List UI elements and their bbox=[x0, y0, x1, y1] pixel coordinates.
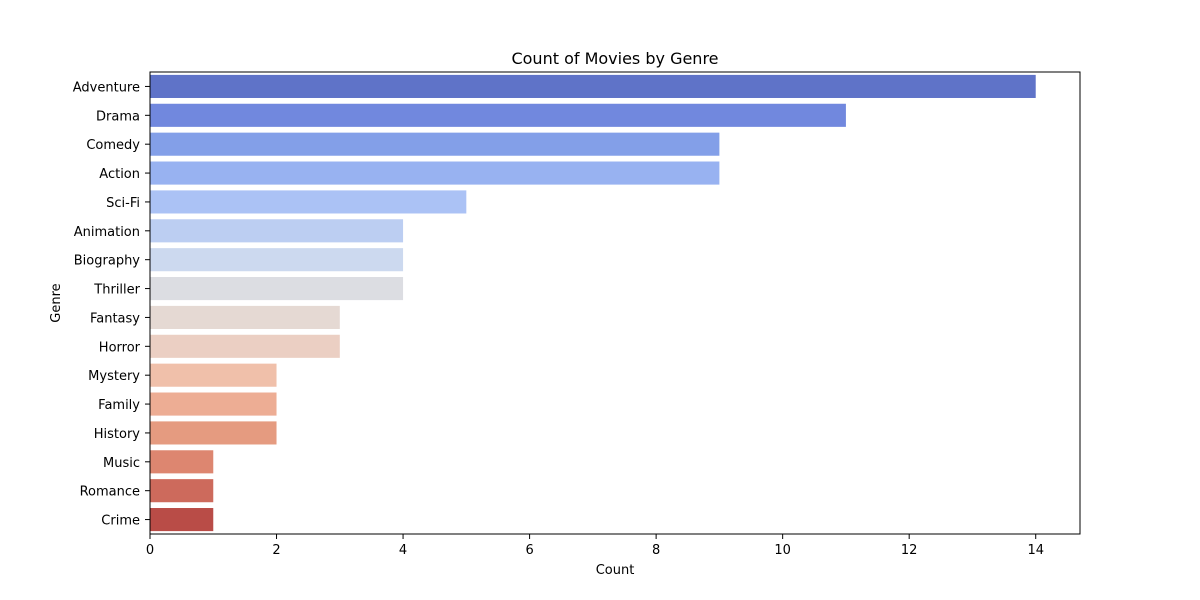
y-axis-ticks: Adventure Drama Comedy Action Sci-Fi Animatio… bbox=[73, 80, 150, 529]
y-tick-label: Thriller bbox=[93, 283, 140, 298]
y-tick-label: Adventure bbox=[73, 80, 140, 95]
bar-crime bbox=[150, 508, 214, 532]
bar-comedy bbox=[150, 132, 720, 156]
y-tick-label: Crime bbox=[101, 514, 140, 529]
y-tick-label: Biography bbox=[74, 254, 141, 269]
plot-frame bbox=[149, 71, 1081, 535]
y-tick-label: Fantasy bbox=[90, 311, 140, 326]
y-tick-label: Music bbox=[103, 456, 140, 471]
bar-history bbox=[150, 421, 277, 445]
y-tick-label: Animation bbox=[74, 225, 140, 240]
bar-sci-fi bbox=[150, 190, 467, 214]
bar-mystery bbox=[150, 363, 277, 387]
bar-adventure bbox=[150, 74, 1036, 98]
y-tick-label: Mystery bbox=[88, 369, 140, 384]
x-tick-label: 14 bbox=[1027, 543, 1044, 558]
x-tick-label: 6 bbox=[525, 543, 533, 558]
x-tick-label: 0 bbox=[146, 543, 154, 558]
bars-group bbox=[150, 74, 1036, 532]
y-tick-label: Family bbox=[98, 398, 140, 413]
bar-family bbox=[150, 392, 277, 416]
y-tick-label: History bbox=[94, 427, 141, 442]
bar-romance bbox=[150, 479, 214, 503]
bar-fantasy bbox=[150, 305, 340, 329]
y-tick-label: Horror bbox=[99, 340, 141, 355]
y-axis-label: Genre bbox=[49, 283, 64, 322]
bar-biography bbox=[150, 248, 404, 272]
x-tick-label: 12 bbox=[901, 543, 918, 558]
y-tick-label: Drama bbox=[96, 109, 140, 124]
bar-horror bbox=[150, 334, 340, 358]
x-axis-label: Count bbox=[596, 563, 635, 578]
bar-action bbox=[150, 161, 720, 185]
bar-animation bbox=[150, 219, 404, 243]
bar-music bbox=[150, 450, 214, 474]
y-tick-label: Romance bbox=[80, 485, 140, 500]
x-tick-label: 2 bbox=[272, 543, 280, 558]
y-tick-label: Comedy bbox=[86, 138, 140, 153]
bar-thriller bbox=[150, 277, 404, 301]
chart-title: Count of Movies by Genre bbox=[511, 49, 718, 68]
x-tick-label: 10 bbox=[774, 543, 791, 558]
x-tick-label: 8 bbox=[652, 543, 660, 558]
y-tick-label: Sci-Fi bbox=[106, 196, 140, 211]
y-tick-label: Action bbox=[99, 167, 140, 182]
x-tick-label: 4 bbox=[399, 543, 407, 558]
x-axis-ticks: 0 2 4 6 8 10 12 14 bbox=[146, 534, 1044, 558]
bar-drama bbox=[150, 103, 846, 127]
